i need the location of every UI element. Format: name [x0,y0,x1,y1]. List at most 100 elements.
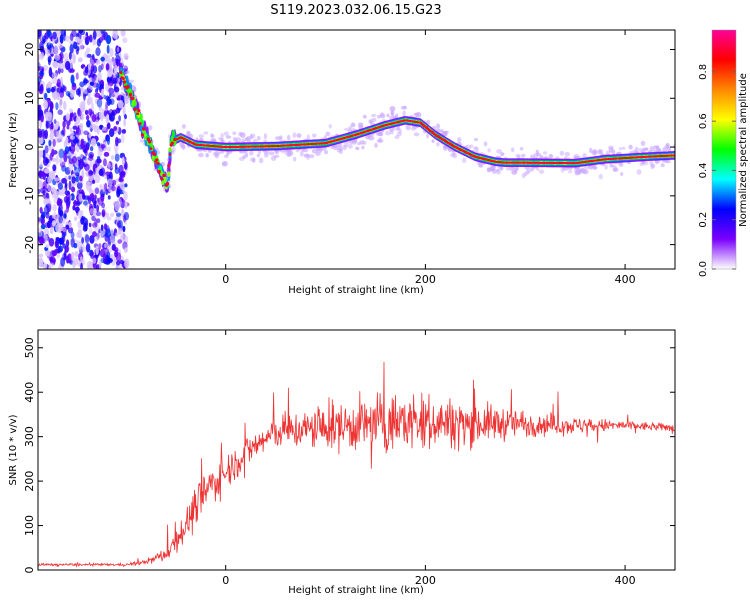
spectrogram-halo [220,132,225,138]
spectrogram-halo [124,55,129,61]
spectrogram-noise-blob [72,204,76,211]
spectrogram-halo [218,137,223,141]
spectrogram-ridge-peak [273,145,279,147]
spectrogram-noise-blob [118,115,121,122]
spectrogram-halo [563,167,569,171]
spectrogram-noise-blob [84,109,89,115]
spectrogram-noise-blob [74,136,78,142]
spectrogram-ridge-peak [578,161,584,164]
spectrogram-ridge-peak [410,120,417,123]
spectrogram-halo [405,124,411,131]
spectrogram-noise-blob [59,34,64,44]
spectrogram-noise-blob [110,253,114,260]
spectrogram-ridge-cell [128,92,133,97]
snr-ytick-label: 0 [23,567,36,574]
spectrogram-noise-blob [65,136,69,146]
spectrogram-noise-blob [86,119,91,128]
spectrogram-halo [303,153,310,158]
spectrogram-ridge-cell [155,158,159,162]
spectrogram-noise-blob [38,253,44,258]
spectrogram-halo [650,163,656,168]
spectrogram-noise-blob [110,228,114,236]
spectrogram-halo [396,131,402,137]
spectrogram-halo [487,148,491,153]
spectrogram-ridge-peak [560,162,566,164]
spectrogram-noise-blob [100,30,106,35]
spectrogram-noise-blob [74,250,79,258]
spectrogram-noise-blob [87,137,91,147]
spectrogram-ridge-cell [149,147,153,150]
spectrogram-halo [598,173,603,180]
spectrogram-ridge-peak [386,123,393,126]
spectrogram-noise-blob [57,182,63,190]
spectrogram-noise-blob [106,162,111,168]
spectrogram-noise-blob [65,244,70,253]
spectrogram-noise-blob [62,252,67,261]
spectrogram-noise-blob [69,135,76,140]
spectrogram-noise-blob [68,175,72,180]
spectrogram-halo [530,154,535,160]
spectrogram-noise-blob [121,156,125,167]
spectrogram-noise-blob [47,30,51,38]
spectrogram-noise-blob [105,113,109,124]
spectrogram-ridge-peak [626,156,632,159]
spectrogram-halo [250,133,256,139]
spectrogram-noise-blob [61,236,66,243]
spectrogram-noise-blob [69,127,73,132]
spectrogram-ridge-peak [500,161,506,164]
spectrogram-noise-blob [64,182,68,188]
spectrogram-noise-blob [117,239,123,244]
spectrogram-noise-blob [88,222,92,228]
spectrogram-noise-blob [48,237,55,247]
colorbar-frame [711,29,737,270]
spectrogram-ytick-label: -10 [23,187,36,205]
spectrogram-ridge-cell [119,71,123,74]
spectrogram-xlabel: Height of straight line (km) [288,285,424,296]
spectrogram-noise-blob [106,96,111,107]
spectrogram-halo [256,154,260,158]
spectrogram-noise-blob [95,245,99,255]
spectrogram-halo [665,142,670,149]
spectrogram-noise-blob [58,190,62,196]
spectrogram-noise-blob [99,183,103,191]
spectrogram-noise-blob [87,96,93,105]
spectrogram-ridge-peak [614,157,620,160]
spectrogram-noise-blob [124,161,128,170]
spectrogram-noise-blob [71,30,77,38]
spectrogram-noise-blob [83,163,90,171]
spectrogram-ridge-cell [131,96,135,100]
spectrogram-noise-blob [122,225,126,233]
spectrogram-noise-blob [46,49,51,58]
spectrogram-halo [612,167,619,172]
spectrogram-noise-blob [105,212,110,218]
snr-xtick-label: 0 [222,574,229,587]
spectrogram-noise-blob [106,44,110,54]
spectrogram-ridge-peak [285,144,291,147]
spectrogram-halo [394,135,400,140]
spectrogram-noise-blob [89,146,94,152]
spectrogram-noise-blob [110,155,114,160]
spectrogram-noise-blob [107,71,113,78]
spectrogram-ridge-peak [374,126,381,129]
spectrogram-ridge-peak [566,162,572,164]
spectrogram-noise-blob [106,216,112,221]
spectrogram-noise-blob [44,129,49,140]
spectrogram-noise-blob [115,232,119,237]
spectrogram-noise-blob [74,172,80,177]
spectrogram-noise-blob [49,152,53,161]
colorbar-tick-label: 0.8 [698,64,709,80]
spectrogram-noise-blob [106,146,111,152]
spectrogram-noise-blob [95,47,101,57]
spectrogram-noise-blob [63,213,67,219]
spectrogram-noise-blob [103,173,107,180]
spectrogram-noise-blob [96,211,102,217]
spectrogram-halo [198,152,204,158]
spectrogram-noise-blob [82,194,86,200]
spectrogram-halo [665,159,671,164]
spectrogram-halo [515,167,520,171]
spectrogram-halo [256,136,261,141]
spectrogram-noise-blob [55,223,61,233]
spectrogram-noise-blob [53,44,59,55]
spectrogram-noise-blob [118,177,124,183]
spectrogram-ridge-cell [165,181,170,186]
